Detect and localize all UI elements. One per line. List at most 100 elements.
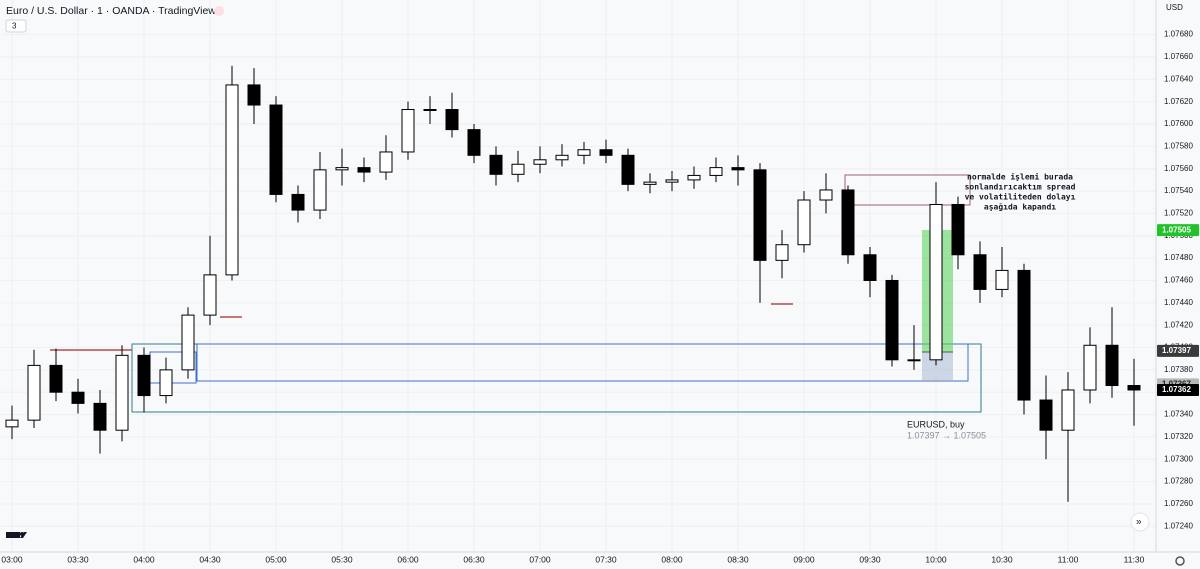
candle-body (775, 244, 789, 261)
candle-body (379, 151, 393, 173)
y-tick-label: 1.07480 (1164, 253, 1193, 262)
candle-body (71, 391, 85, 404)
candle-body (313, 169, 327, 211)
x-tick-label: 05:00 (265, 554, 287, 564)
candle-body (1039, 399, 1053, 431)
y-tick-label: 1.07440 (1164, 298, 1193, 307)
candle-body (181, 314, 195, 371)
annotation: aşağıda kapandı (984, 203, 1056, 212)
price-tag (1157, 383, 1199, 396)
candle-body (599, 149, 613, 156)
y-tick-label: 1.07320 (1164, 432, 1193, 441)
candle-body (401, 109, 415, 153)
y-tick-label: 1.07600 (1164, 119, 1193, 128)
position-name: EURUSD, buy (907, 419, 965, 429)
x-tick-label: 07:30 (595, 554, 617, 564)
y-tick-label: 1.07680 (1164, 30, 1193, 39)
candle-body (1061, 389, 1075, 431)
candle-body (291, 193, 305, 211)
status-icon (214, 6, 224, 16)
x-tick-label: 10:00 (925, 554, 947, 564)
settings-button[interactable] (1175, 556, 1185, 566)
candle-body (687, 174, 701, 181)
candle-body (555, 154, 569, 161)
candle-body (951, 203, 965, 256)
position-range: 1.07397 → 1.07505 (907, 430, 986, 440)
x-tick-label: 05:30 (331, 554, 353, 564)
currency: USD (1166, 3, 1183, 12)
candle-body (115, 354, 129, 431)
y-tick-label: 1.07460 (1164, 276, 1193, 285)
x-tick-label: 11:30 (1124, 554, 1145, 564)
candle-body (1127, 385, 1141, 391)
candle-body (49, 364, 63, 393)
candle-body (1105, 344, 1119, 387)
price-tag-label: 1.07505 (1162, 225, 1191, 234)
candle-body (489, 154, 503, 175)
candle-body (1083, 344, 1097, 391)
price-tag-label: 1.07362 (1162, 385, 1191, 394)
indicator-count: 3 (12, 22, 17, 31)
candle-body (907, 359, 921, 362)
candle-body (269, 104, 283, 195)
candle-body (885, 279, 899, 361)
zone-box (196, 343, 969, 382)
x-tick-label: 09:00 (793, 554, 815, 564)
x-tick-label: 06:00 (397, 554, 419, 564)
candle-body (27, 364, 41, 421)
candle-body (973, 254, 987, 290)
price-axis (1156, 0, 1200, 569)
y-tick-label: 1.07540 (1164, 186, 1193, 195)
candle-body (1017, 269, 1031, 401)
candle-body (533, 159, 547, 165)
candle-body (5, 419, 19, 428)
x-tick-label: 08:30 (727, 554, 749, 564)
candle-body (203, 274, 217, 316)
x-tick-label: 06:30 (463, 554, 485, 564)
candle-body (93, 402, 107, 431)
x-tick-label: 07:00 (529, 554, 551, 564)
candle-body (423, 109, 437, 112)
y-tick-label: 1.07300 (1164, 454, 1193, 463)
indicator-toggle[interactable] (5, 19, 27, 33)
annotation: sonlandırıcaktım spread (965, 183, 1076, 192)
grid (1, 0, 1156, 552)
candle-body (995, 269, 1009, 290)
candle-body (731, 167, 745, 171)
price-tag (1157, 224, 1199, 237)
candle-body (643, 181, 657, 185)
x-tick-label: 04:00 (133, 554, 155, 564)
candle-body (929, 203, 943, 361)
x-tick-label: 04:30 (199, 554, 221, 564)
scroll-button[interactable] (1130, 512, 1150, 532)
y-tick-label: 1.07640 (1164, 74, 1193, 83)
candle-body (841, 189, 855, 256)
x-tick-label: 03:30 (67, 554, 89, 564)
scroll-icon: » (1136, 517, 1142, 528)
y-tick-label: 1.07420 (1164, 320, 1193, 329)
candle-body (357, 167, 371, 173)
candles (5, 65, 1141, 502)
candle-body (621, 154, 635, 185)
candle-body (467, 129, 481, 156)
candle-body (797, 199, 811, 246)
y-tick-label: 1.07380 (1164, 365, 1193, 374)
candle-body (863, 254, 877, 281)
price-tag-label: 1.07397 (1162, 346, 1191, 355)
y-tick-label: 1.07280 (1164, 477, 1193, 486)
x-tick-label: 09:30 (859, 554, 881, 564)
candle-body (665, 179, 679, 183)
x-tick-label: 03:00 (1, 554, 23, 564)
candle-body (709, 167, 723, 176)
candle-body (159, 369, 173, 397)
candle-body (225, 84, 239, 276)
y-tick-label: 1.07560 (1164, 164, 1193, 173)
x-tick-label: 11:00 (1058, 554, 1079, 564)
axes: 1.07680 1.07660 1.07640 1.07620 1.07600 1.075… (1, 30, 1199, 564)
candle-body (137, 354, 151, 397)
y-tick-label: 1.07520 (1164, 209, 1193, 218)
candle-body (511, 163, 525, 175)
y-tick-label: 1.07660 (1164, 52, 1193, 61)
x-tick-label: 10:30 (991, 554, 1013, 564)
